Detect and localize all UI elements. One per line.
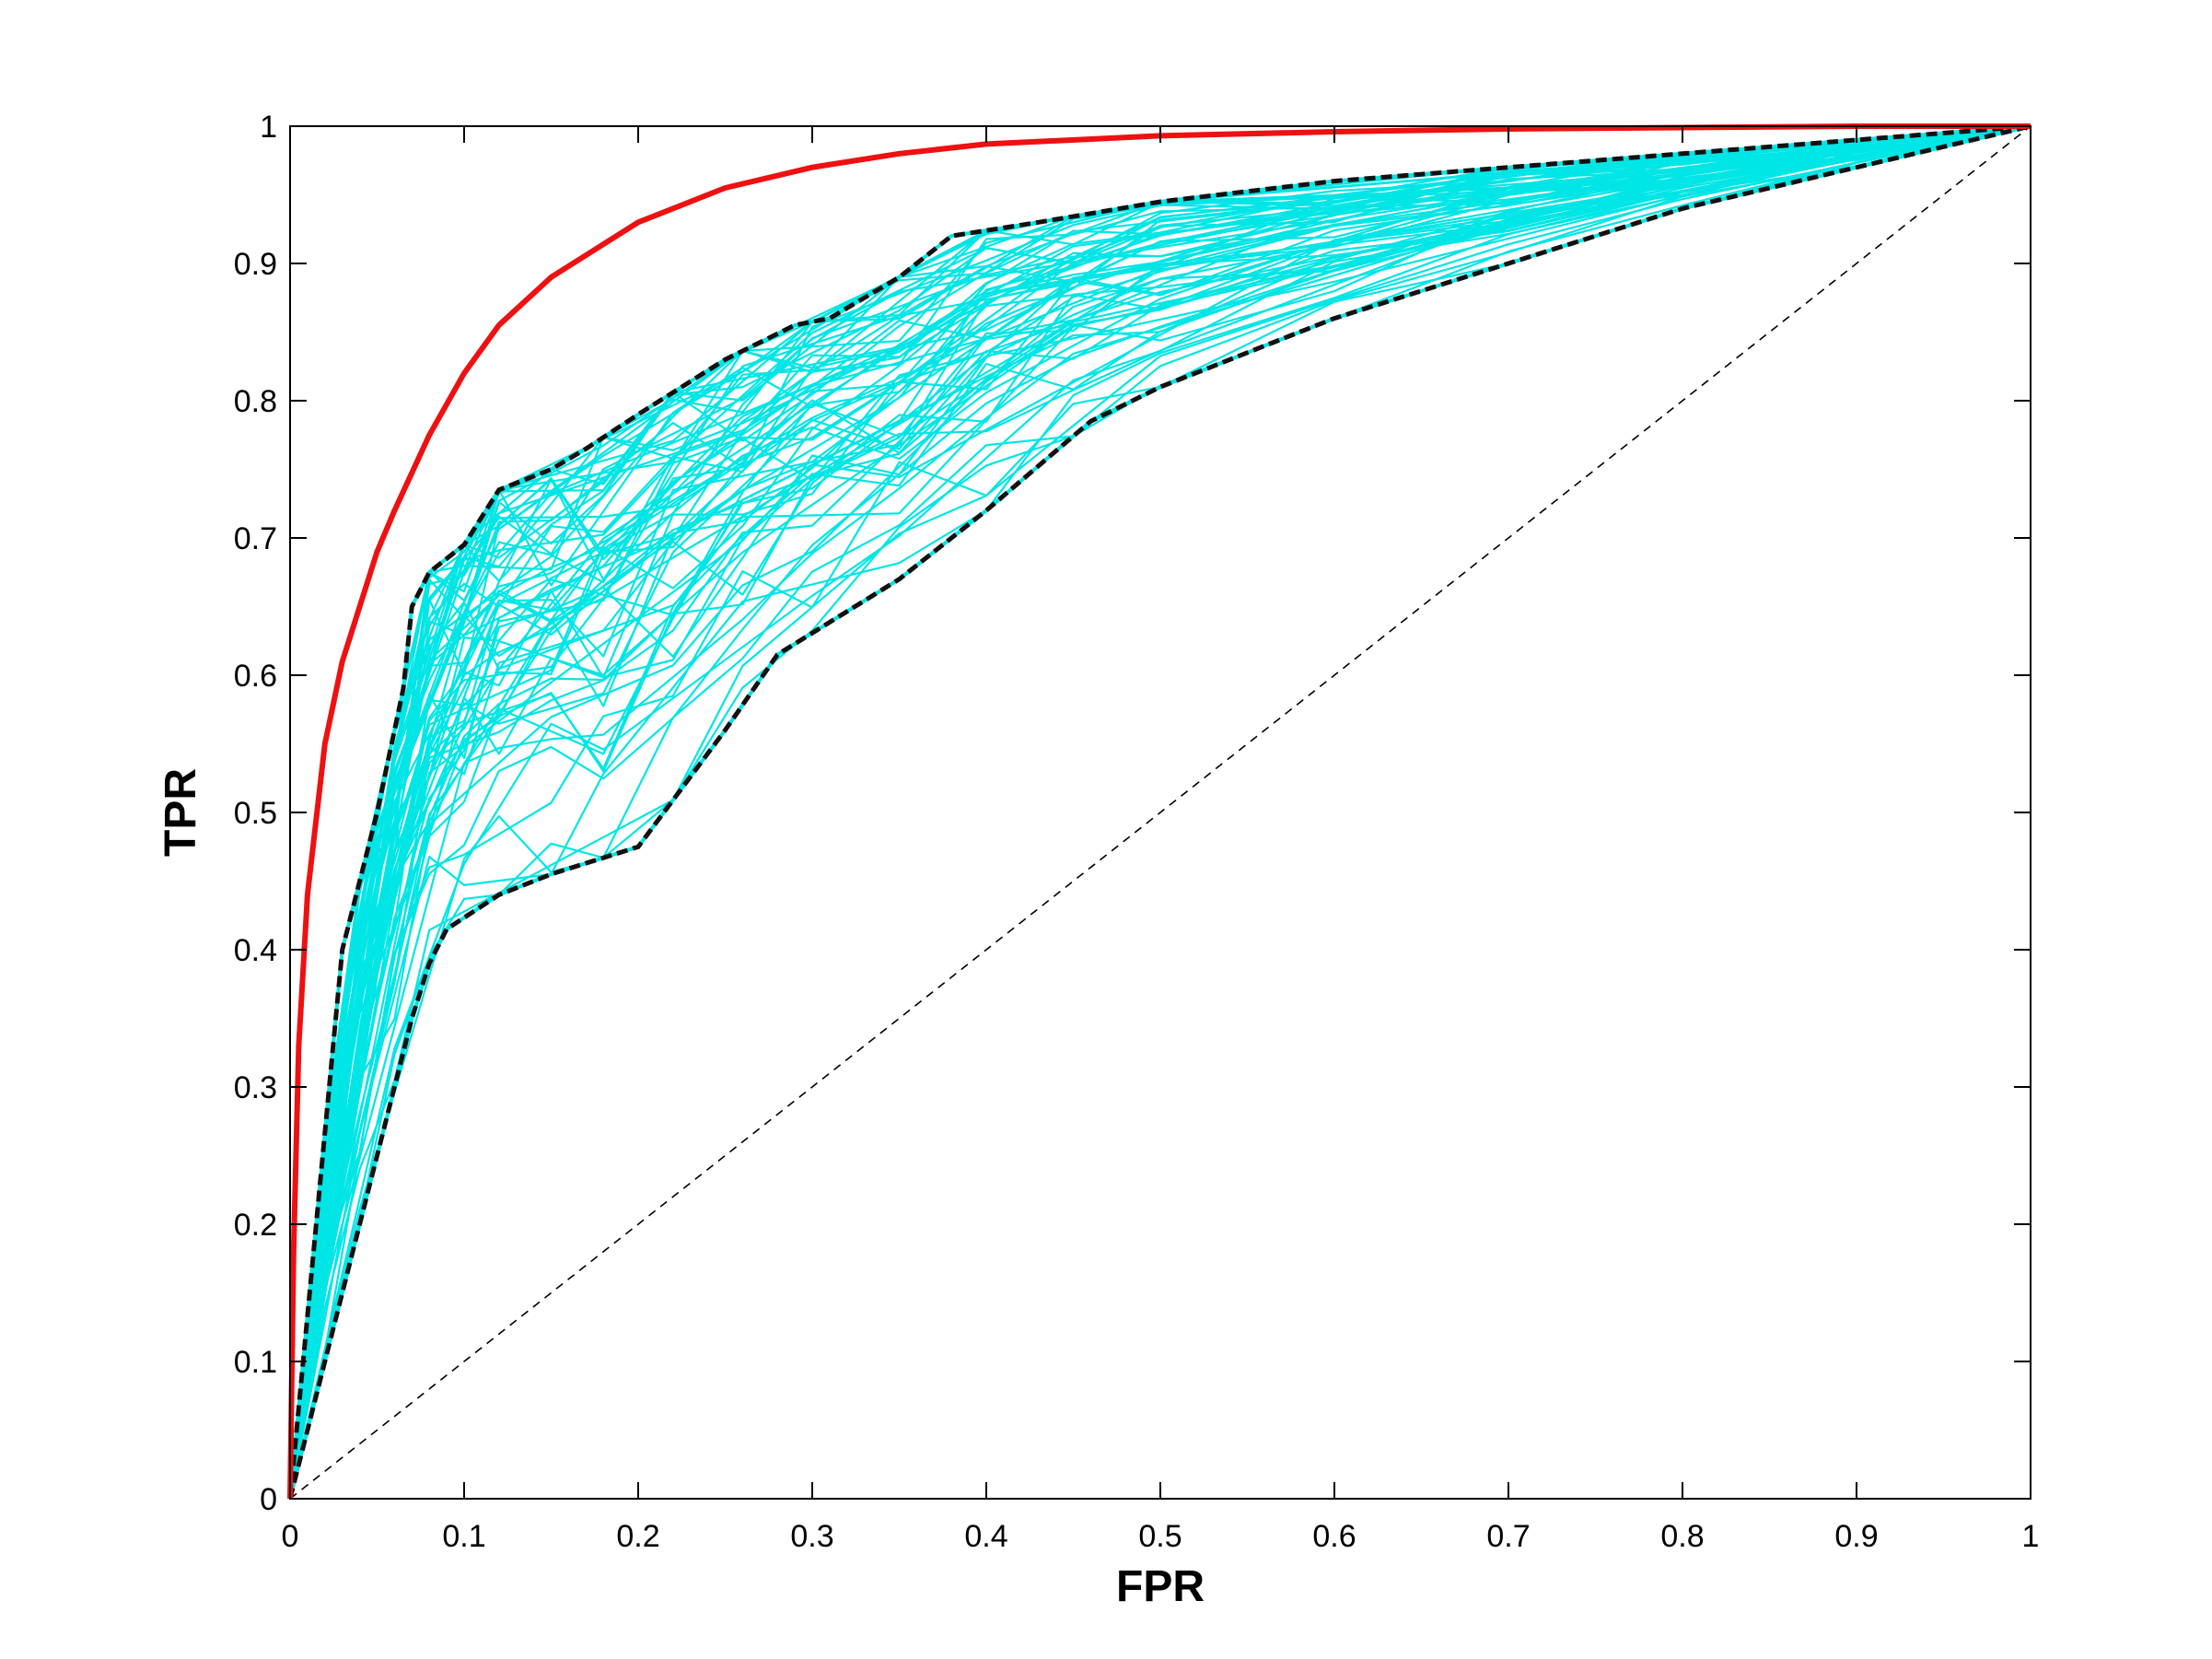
y-axis-ticks: 0 0.1 0.2 0.3 0.4 0.5 0.6 0.7 0.8 0.9 1 bbox=[234, 110, 2031, 1517]
cyan-roc-curve bbox=[288, 124, 2032, 1500]
envelope-curves bbox=[287, 123, 2032, 1500]
cyan-roc-curve bbox=[288, 124, 2032, 1500]
x-tick-label: 0.1 bbox=[442, 1519, 485, 1554]
x-tick-label: 0.2 bbox=[616, 1519, 659, 1554]
x-tick-label: 0.8 bbox=[1660, 1519, 1704, 1554]
chance-diagonal-line bbox=[289, 125, 2032, 1500]
x-axis-title: FPR bbox=[1116, 1562, 1205, 1611]
y-tick-label: 0.7 bbox=[234, 521, 277, 556]
y-tick-label: 0.4 bbox=[234, 933, 277, 968]
x-tick-label: 0.5 bbox=[1138, 1519, 1182, 1554]
lower-envelope-line bbox=[287, 123, 2032, 1500]
x-tick-label: 0.3 bbox=[790, 1519, 833, 1554]
cyan-roc-curve bbox=[288, 124, 2032, 1500]
cyan-roc-curve bbox=[288, 124, 2032, 1500]
x-tick-label: 0.9 bbox=[1834, 1519, 1878, 1554]
cyan-roc-curve bbox=[288, 124, 2032, 1500]
x-tick-label: 0.4 bbox=[964, 1519, 1007, 1554]
cyan-roc-curve bbox=[288, 124, 2032, 1500]
cyan-roc-curve bbox=[288, 124, 2032, 1500]
cyan-roc-curve bbox=[288, 124, 2032, 1500]
cyan-roc-curve bbox=[288, 124, 2032, 1500]
x-tick-label: 0.6 bbox=[1312, 1519, 1356, 1554]
y-tick-label: 0.3 bbox=[234, 1070, 277, 1105]
red-roc-curve bbox=[287, 123, 2031, 1500]
x-tick-label: 1 bbox=[2022, 1519, 2040, 1554]
y-tick-label: 0.2 bbox=[234, 1208, 277, 1243]
x-tick-label: 0 bbox=[282, 1519, 299, 1554]
y-tick-label: 0.1 bbox=[234, 1345, 277, 1380]
cyan-roc-curve bbox=[288, 124, 2032, 1500]
cyan-roc-curve bbox=[288, 124, 2032, 1500]
cyan-roc-curve bbox=[288, 124, 2032, 1500]
cyan-roc-curve bbox=[288, 124, 2032, 1500]
cyan-roc-curve bbox=[288, 124, 2032, 1500]
y-tick-label: 0.9 bbox=[234, 247, 277, 282]
cyan-roc-curve bbox=[288, 124, 2032, 1500]
cyan-roc-curve bbox=[288, 124, 2032, 1500]
cyan-roc-curve bbox=[288, 124, 2032, 1500]
y-axis-title: TPR bbox=[157, 768, 205, 857]
x-tick-label: 0.7 bbox=[1486, 1519, 1530, 1554]
y-tick-label: 1 bbox=[260, 110, 277, 145]
upper-envelope-line bbox=[287, 123, 2032, 1500]
y-tick-label: 0.8 bbox=[234, 384, 277, 419]
y-tick-label: 0 bbox=[260, 1482, 277, 1517]
y-tick-label: 0.5 bbox=[234, 796, 277, 831]
y-tick-label: 0.6 bbox=[234, 659, 277, 694]
cyan-roc-curve bbox=[288, 124, 2032, 1500]
x-axis-ticks: 0 0.1 0.2 0.3 0.4 0.5 0.6 0.7 0.8 0.9 1 bbox=[282, 126, 2040, 1554]
